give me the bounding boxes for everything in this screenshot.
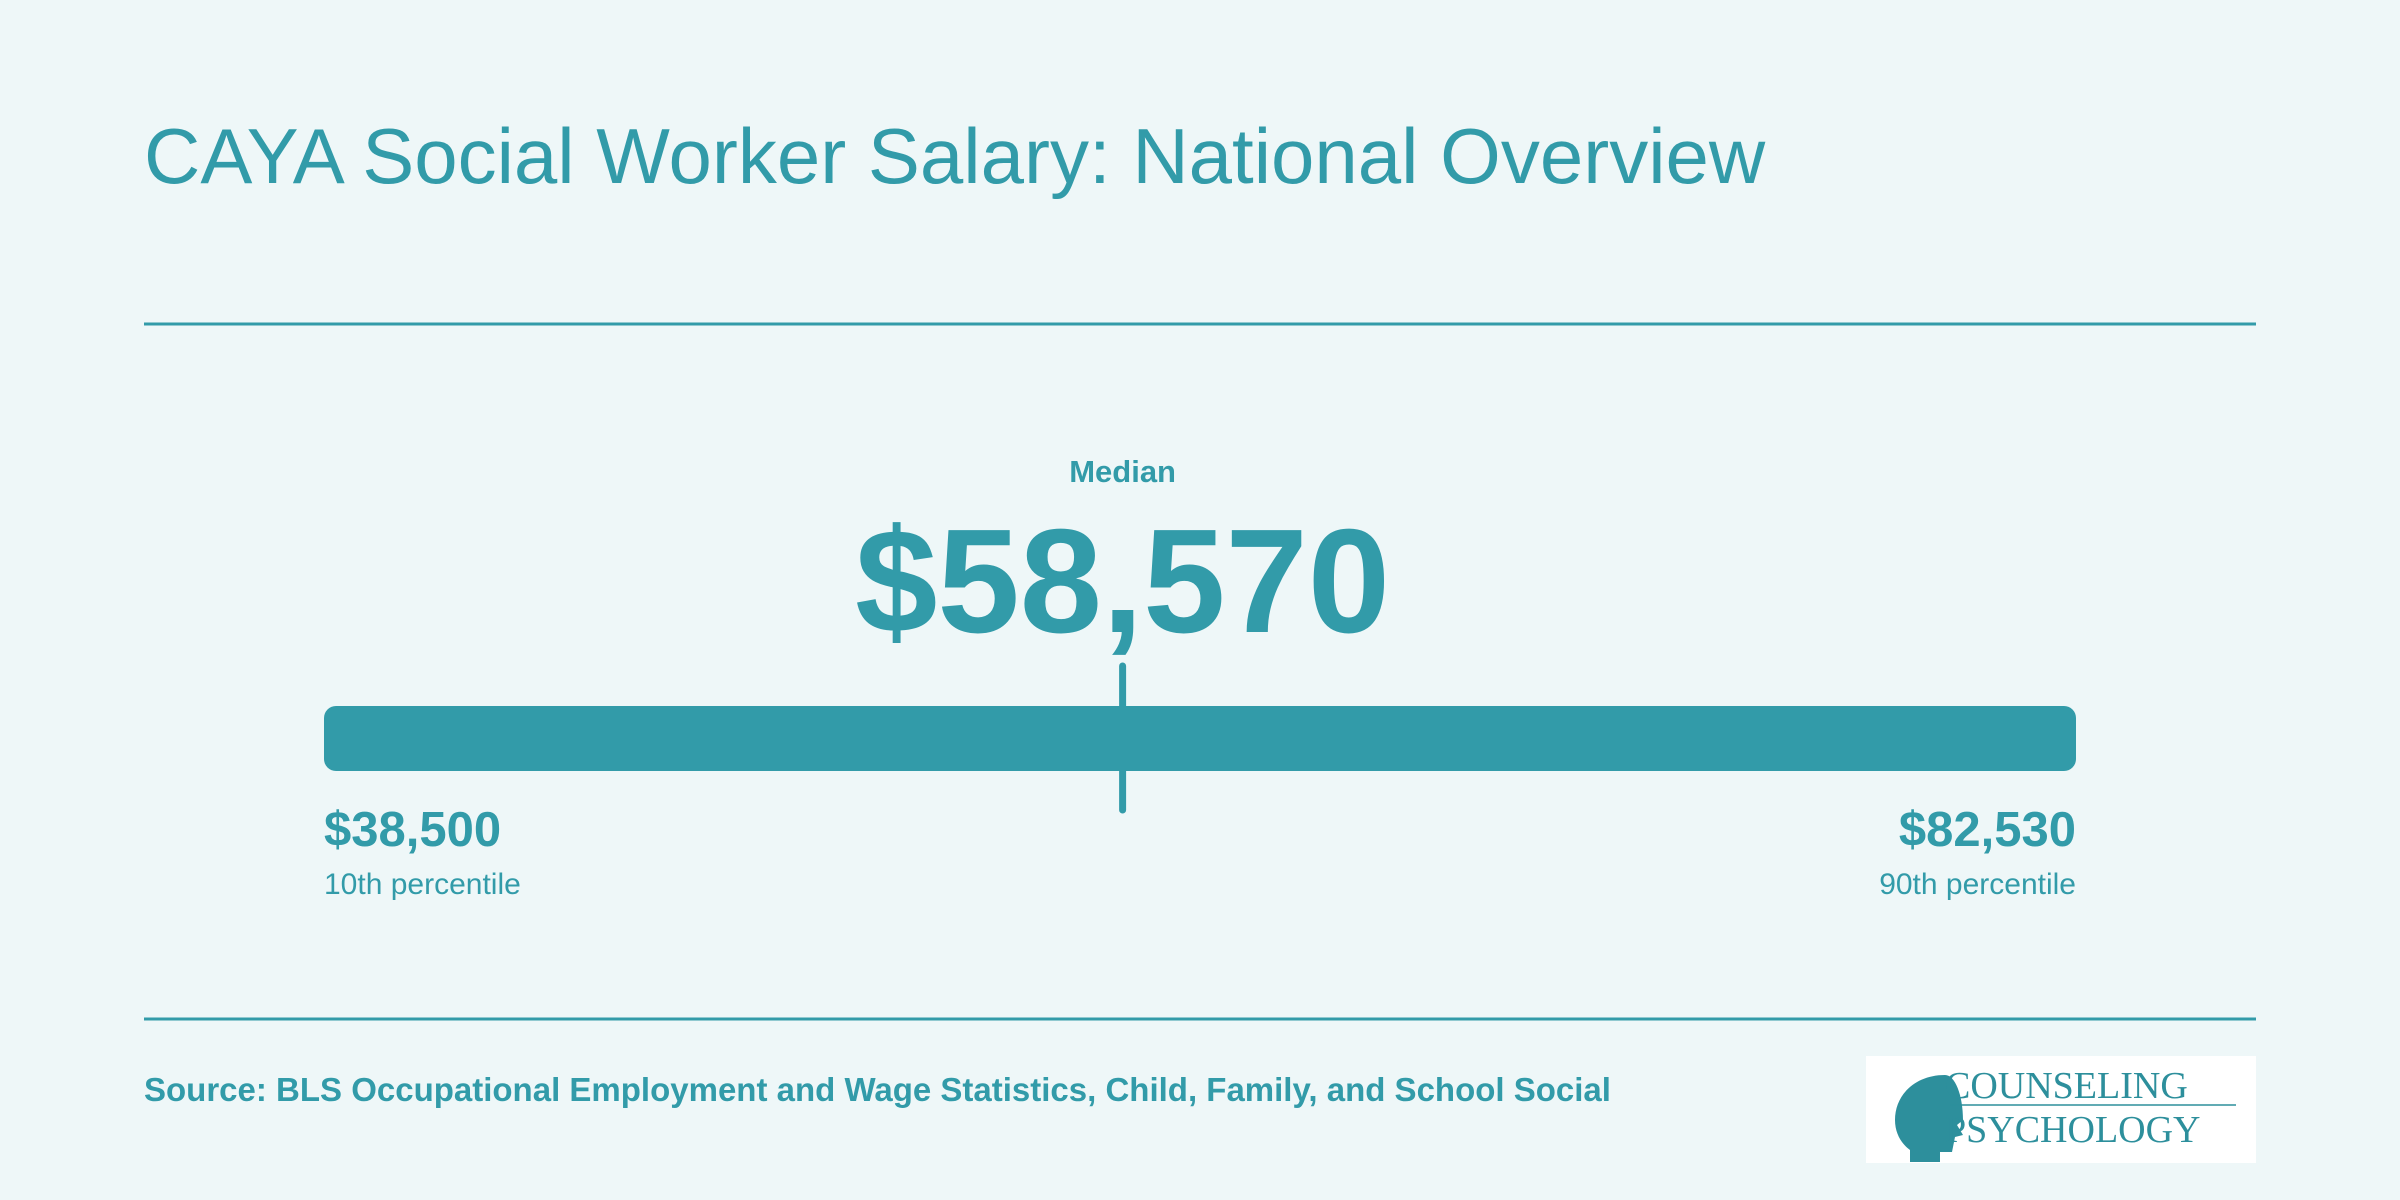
logo-icon: [1895, 1075, 1963, 1162]
title: CAYA Social Worker Salary: National Over…: [144, 112, 1766, 200]
median-value: $58,570: [855, 499, 1390, 664]
logo: COUNSELING PSYCHOLOGY: [1866, 1056, 2256, 1163]
high-value: $82,530: [1899, 803, 2076, 857]
source: Source: BLS Occupational Employment and …: [144, 1071, 1611, 1108]
range-bar: [324, 706, 2076, 771]
low-caption: 10th percentile: [324, 868, 521, 901]
high-caption: 90th percentile: [1879, 868, 2076, 901]
median-caption: Median: [1069, 454, 1176, 489]
logo-text: PSYCHOLOGY: [1945, 1109, 2200, 1151]
low-value: $38,500: [324, 803, 501, 857]
logo-text: COUNSELING: [1945, 1065, 2188, 1107]
